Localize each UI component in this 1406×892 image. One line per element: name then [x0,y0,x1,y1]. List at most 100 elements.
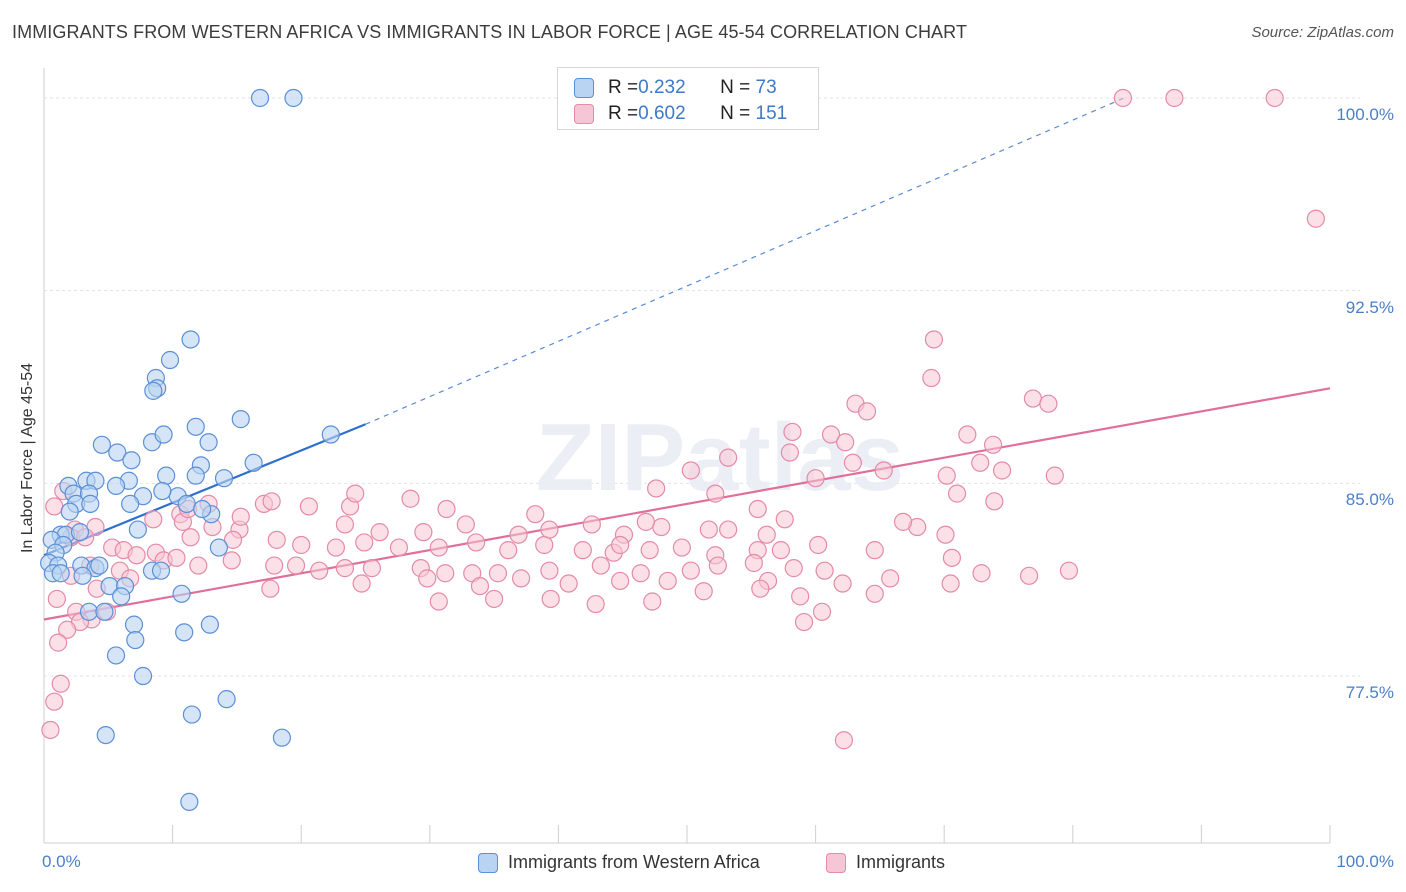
axes [43,68,1331,844]
western-africa-point [81,494,100,513]
immigrants-point [748,499,767,519]
stats-row-blue: R = 0.232 N = 73 [574,76,777,100]
immigrants-point [222,551,241,570]
western-africa-point [124,615,144,634]
immigrants-point [865,584,884,603]
r-label-pink: R = [608,103,639,124]
immigrants-point [821,425,841,444]
immigrants-point [262,492,281,511]
western-africa-point [200,615,219,634]
western-africa-point [151,561,171,580]
immigrants-point [643,592,662,611]
immigrants-point [127,546,146,565]
immigrants-point [418,569,437,588]
immigrants-point [708,556,727,575]
immigrants-point [401,489,420,508]
r-label-blue: R = [608,77,639,98]
immigrants-point [310,561,329,580]
immigrants-point [429,538,448,557]
western-africa-point [214,469,234,488]
immigrants-point [499,541,518,560]
immigrants-point [559,574,578,593]
immigrants-point [45,692,64,711]
immigrants-point [812,602,832,621]
western-africa-point [182,705,201,724]
western-africa-point [126,630,145,650]
western-africa-point [70,523,90,542]
immigrants-point [167,548,186,567]
immigrants-point [757,525,776,544]
western-africa-point [112,587,131,606]
immigrants-point [265,556,284,575]
legend-blue-swatch-icon [478,852,498,873]
immigrants-point [355,533,374,552]
stats-row-pink: R = 0.602 N = 151 [574,102,787,126]
western-africa-point [79,602,99,621]
immigrants-point [326,538,346,557]
n-value-blue: 73 [755,77,777,98]
immigrants-point [335,559,355,578]
western-africa-point [181,330,200,349]
immigrants-point [181,528,200,547]
western-africa-point [122,451,141,470]
immigrants-point [647,479,666,498]
western-africa-point [209,538,228,557]
western-africa-point [106,646,126,665]
immigrants-point [582,515,601,534]
immigrants-point [540,520,559,539]
immigrants-point [640,541,659,560]
immigrants-point [681,461,700,480]
immigrants-point [806,469,825,488]
y-tick-label: 85.0% [1345,490,1394,510]
immigrants-point [783,422,802,442]
immigrants-point [189,556,208,575]
immigrants-trend-line [43,387,1331,621]
immigrants-point [958,425,977,444]
immigrants-point [286,556,306,575]
immigrants-point [352,574,371,593]
western-africa-point [92,435,111,454]
western-africa-point [157,466,176,485]
legend-pink-swatch-icon [826,852,846,873]
immigrants-point [881,569,900,588]
western-africa-point [186,417,205,436]
immigrants-point [780,443,799,462]
western-africa-point [160,350,180,370]
y-axis-label: In Labor Force | Age 45-54 [19,362,36,554]
source-credit: Source: ZipAtlas.com [1251,24,1394,41]
immigrants-point [611,535,630,555]
immigrants-point [865,541,884,560]
immigrants-point [942,548,962,567]
immigrants-point [429,592,448,611]
immigrants-point [874,461,893,480]
western-africa-point [321,425,340,444]
immigrants-point [261,579,280,598]
immigrants-point [744,553,763,573]
immigrants-point [144,510,163,529]
y-tick-label: 77.5% [1345,683,1394,702]
x-tick-left: 0.0% [42,852,81,871]
immigrants-point [658,571,677,591]
western-africa-point [73,566,92,585]
immigrants-point [231,507,250,526]
immigrants-point [573,541,592,560]
immigrants-point [893,512,913,531]
immigrants-point [1165,88,1184,108]
western-africa-point [199,433,218,452]
western-africa-point [180,792,199,811]
western-africa-point [106,476,126,496]
western-africa-point [250,88,270,108]
western-africa-trend-extension [365,97,1125,425]
western-africa-point [154,425,173,444]
immigrants-point [512,569,531,588]
correlation-stats-box: R = 0.232 N = 73 R = 0.602 N = 151 [557,67,819,130]
immigrants-point [586,594,605,614]
y-tick-label: 92.5% [1345,297,1394,317]
immigrants-point [611,571,630,591]
immigrants-point [466,533,486,552]
legend-label-immigrants: Immigrants [856,852,946,872]
immigrants-point [1059,561,1079,580]
immigrants-point [1039,394,1058,413]
immigrants-point [223,530,243,549]
